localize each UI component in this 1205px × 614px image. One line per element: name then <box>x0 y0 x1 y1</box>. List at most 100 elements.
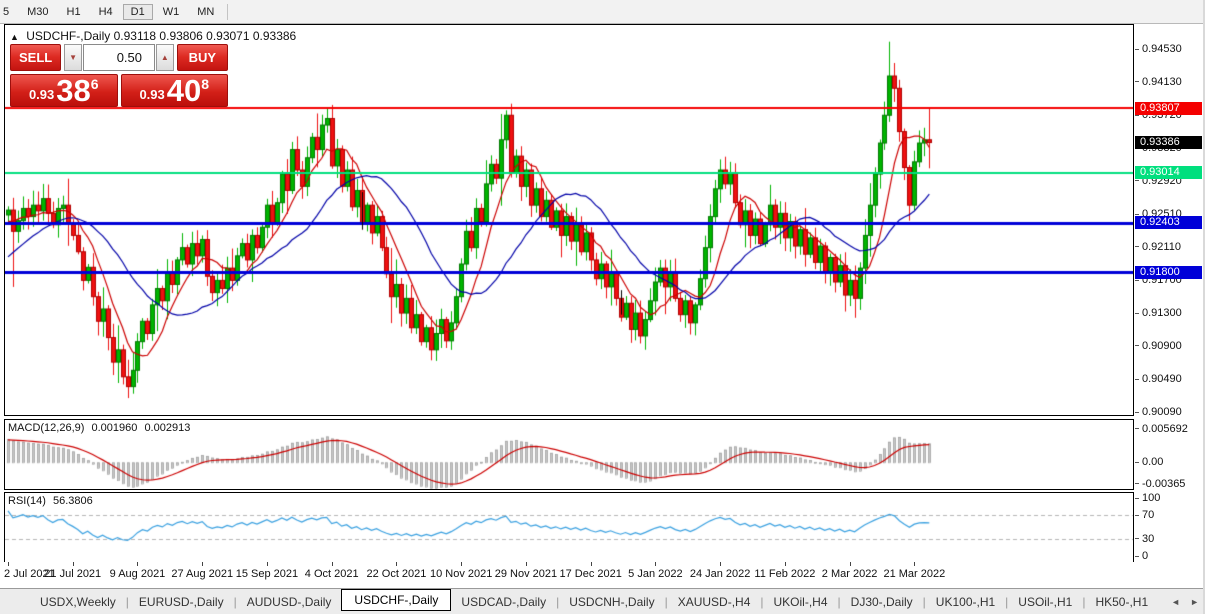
date-tick-mark <box>525 562 527 566</box>
chart-tab-dj30-daily[interactable]: DJ30-,Daily <box>850 594 913 609</box>
timeframe-button-h4[interactable]: H4 <box>98 5 113 18</box>
timeframe-button-5[interactable]: 5 <box>3 5 10 18</box>
date-axis-label: 11 Feb 2022 <box>754 568 816 580</box>
timeframe-button-m30[interactable]: M30 <box>27 5 49 18</box>
axis-tick-dash <box>1135 279 1139 281</box>
date-tick-mark <box>202 562 204 566</box>
date-axis-label: 24 Jan 2022 <box>689 568 751 580</box>
price-axis-tick: 0.92110 <box>1135 241 1181 253</box>
window-right-edge <box>1203 0 1205 614</box>
date-axis-label: 21 Jul 2021 <box>44 568 102 580</box>
volume-input[interactable] <box>83 44 155 71</box>
rsi-axis-tick: 70 <box>1135 509 1154 521</box>
rsi-name: RSI(14) <box>8 495 46 507</box>
tab-separator: | <box>233 594 237 609</box>
macd-main-value: 0.001960 <box>91 422 138 434</box>
date-tick-mark <box>849 562 851 566</box>
timeframe-button-d1[interactable]: D1 <box>122 3 153 20</box>
symbol-title: USDCHF-,Daily <box>26 29 111 43</box>
timeframe-toolbar: 5 M30 H1 H4 D1 W1 MN <box>0 0 1205 24</box>
axis-tick-dash <box>1135 213 1139 215</box>
buy-button[interactable]: BUY <box>176 44 228 71</box>
axis-tick-dash <box>1135 411 1139 413</box>
price-axis-tick: 0.94130 <box>1135 76 1182 88</box>
price-scale: 0.945300.941300.937200.933200.929200.925… <box>1135 24 1205 564</box>
macd-chart-canvas[interactable] <box>5 420 1133 489</box>
buy-price-big: 40 <box>166 73 202 108</box>
volume-increase-button[interactable]: ▲ <box>156 44 174 71</box>
tab-separator: | <box>922 594 926 609</box>
axis-tick-dash <box>1135 48 1139 50</box>
sell-price-sup: 6 <box>90 76 99 92</box>
macd-name: MACD(12,26,9) <box>8 422 85 434</box>
axis-tick-dash <box>1135 345 1139 347</box>
price-axis-tick: 0.94530 <box>1135 43 1182 55</box>
macd-axis-tick: 0.005692 <box>1135 423 1188 435</box>
sell-price-prefix: 0.93 <box>28 87 55 102</box>
rsi-value: 56.3806 <box>52 495 93 507</box>
tab-separator: | <box>1005 594 1009 609</box>
chart-tab-hk50-h1[interactable]: HK50-,H1 <box>1095 594 1149 609</box>
price-axis-tick: 0.90900 <box>1135 340 1182 352</box>
chart-tab-ukoil-h4[interactable]: UKOil-,H4 <box>773 594 828 609</box>
date-axis-label: 2 Mar 2022 <box>821 568 878 580</box>
axis-tick-dash <box>1135 81 1139 83</box>
date-tick-mark <box>266 562 268 566</box>
date-tick-mark <box>8 562 9 566</box>
chart-tab-audusd-daily[interactable]: AUDUSD-,Daily <box>246 594 332 609</box>
rsi-axis-tick: 0 <box>1135 550 1148 562</box>
date-axis-label: 27 Aug 2021 <box>171 568 234 580</box>
tab-separator: | <box>760 594 764 609</box>
sell-button[interactable]: SELL <box>10 44 62 71</box>
chart-tab-usdcad-daily[interactable]: USDCAD-,Daily <box>461 594 547 609</box>
tab-separator: | <box>837 594 841 609</box>
timeframe-button-h1[interactable]: H1 <box>66 5 81 18</box>
date-tick-mark <box>331 562 333 566</box>
ohlc-values: 0.93118 0.93806 0.93071 0.93386 <box>113 29 297 43</box>
date-tick-mark <box>396 562 398 566</box>
tab-separator: | <box>556 594 560 609</box>
chart-tab-usdx-weekly[interactable]: USDX,Weekly <box>40 594 116 609</box>
sell-price-panel[interactable]: 0.93 38 6 <box>10 74 118 107</box>
chart-tab-usoil-h1[interactable]: USOil-,H1 <box>1018 594 1073 609</box>
axis-tick-dash <box>1135 312 1139 314</box>
chart-tab-xauusd-h4[interactable]: XAUUSD-,H4 <box>677 594 751 609</box>
date-tick-mark <box>461 562 463 566</box>
rsi-pane: RSI(14) 56.3806 <box>4 492 1134 563</box>
chart-tab-uk100-h1[interactable]: UK100-,H1 <box>935 594 996 609</box>
rsi-chart-canvas[interactable] <box>5 493 1133 562</box>
chart-tab-eurusd-daily[interactable]: EURUSD-,Daily <box>138 594 224 609</box>
date-tick-mark <box>720 562 722 566</box>
macd-axis-tick: 0.00 <box>1135 456 1163 468</box>
date-axis-label: 10 Nov 2021 <box>429 568 493 580</box>
price-level-chip: 0.93386 <box>1135 136 1202 150</box>
rsi-axis-tick: 100 <box>1135 492 1160 504</box>
macd-axis-tick: -0.00365 <box>1135 478 1185 490</box>
tab-scroll-left-icon[interactable]: ◄ <box>1171 596 1181 607</box>
timeframe-button-w1[interactable]: W1 <box>162 5 180 18</box>
volume-decrease-button[interactable]: ▼ <box>64 44 82 71</box>
macd-signal-value: 0.002913 <box>144 422 191 434</box>
timeframe-button-mn[interactable]: MN <box>197 5 215 18</box>
chart-header: ▲ USDCHF-,Daily 0.93118 0.93806 0.93071 … <box>10 29 296 43</box>
chart-tab-usdcnh-daily[interactable]: USDCNH-,Daily <box>569 594 655 609</box>
buy-price-prefix: 0.93 <box>139 87 165 102</box>
date-axis-label: 17 Dec 2021 <box>559 568 622 580</box>
axis-tick-dash <box>1135 483 1139 485</box>
tab-scroll-right-icon[interactable]: ► <box>1190 596 1199 607</box>
price-level-chip: 0.93807 <box>1135 101 1202 115</box>
toolbar-separator <box>227 3 229 20</box>
rsi-label: RSI(14) 56.3806 <box>8 495 97 507</box>
date-tick-mark <box>72 562 74 566</box>
collapse-panel-icon[interactable]: ▲ <box>10 32 19 42</box>
price-pane: ▲ USDCHF-,Daily 0.93118 0.93806 0.93071 … <box>4 24 1134 416</box>
date-axis-label: 22 Oct 2021 <box>366 568 427 580</box>
date-axis-label: 5 Jan 2022 <box>628 568 683 580</box>
axis-tick-dash <box>1135 515 1139 516</box>
chart-tab-usdchf-daily[interactable]: USDCHF-,Daily <box>341 588 452 611</box>
date-axis-label: 29 Nov 2021 <box>494 568 558 580</box>
price-axis-tick: 0.90090 <box>1135 406 1182 418</box>
buy-price-panel[interactable]: 0.93 40 8 <box>120 73 228 108</box>
axis-tick-dash <box>1135 378 1139 380</box>
